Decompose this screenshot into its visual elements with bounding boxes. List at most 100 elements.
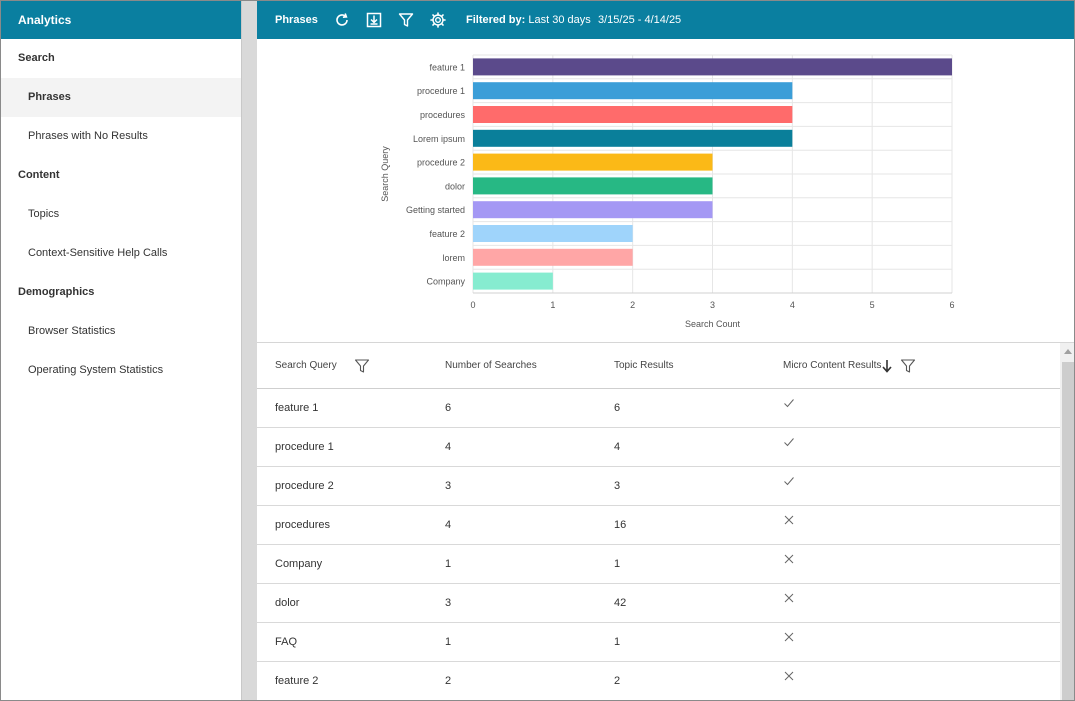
cell-topic-results: 6 <box>614 402 621 414</box>
refresh-icon[interactable] <box>333 11 351 29</box>
bar <box>473 82 793 100</box>
table-row[interactable]: feature 1 6 6 <box>257 389 1060 428</box>
y-tick-label: feature 2 <box>429 229 465 239</box>
cell-number-of-searches: 2 <box>445 675 452 687</box>
cell-topic-results: 1 <box>614 636 621 648</box>
sidebar-item-csh-calls[interactable]: Context-Sensitive Help Calls <box>28 247 168 259</box>
x-tick-label: 6 <box>949 300 954 310</box>
sidebar-item-topics[interactable]: Topics <box>28 208 60 220</box>
column-header-number-of-searches[interactable]: Number of Searches <box>445 360 537 371</box>
x-tick-label: 2 <box>630 300 635 310</box>
cell-number-of-searches: 4 <box>445 441 452 453</box>
filter-icon[interactable] <box>397 11 415 29</box>
y-axis-title: Search Query <box>380 146 390 202</box>
cell-topic-results: 2 <box>614 675 621 687</box>
cell-search-query: Company <box>275 558 323 570</box>
filter-summary: Filtered by: Last 30 days <box>466 1 591 39</box>
cell-number-of-searches: 1 <box>445 558 452 570</box>
cell-search-query: procedures <box>275 519 331 531</box>
cell-search-query: feature 2 <box>275 675 319 687</box>
table-row[interactable]: procedures 4 16 <box>257 506 1060 545</box>
x-axis-title: Search Count <box>685 319 741 329</box>
bar <box>473 201 713 219</box>
x-tick-label: 1 <box>550 300 555 310</box>
y-tick-label: procedures <box>420 110 466 120</box>
table-row[interactable]: dolor 3 42 <box>257 584 1060 623</box>
column-filter-icon[interactable] <box>354 358 370 374</box>
bar <box>473 225 633 242</box>
column-header-search-query[interactable]: Search Query <box>275 360 337 371</box>
x-tick-label: 0 <box>470 300 475 310</box>
bar <box>473 177 713 195</box>
page-title: Phrases <box>275 14 318 26</box>
cell-number-of-searches: 6 <box>445 402 452 414</box>
check-icon <box>784 399 794 408</box>
sidebar-section-content: Content <box>18 169 60 181</box>
bar <box>473 129 793 147</box>
cell-topic-results: 42 <box>614 597 627 609</box>
date-range: 3/15/25 - 4/14/25 <box>598 14 682 26</box>
sidebar-section-search: Search <box>18 52 55 64</box>
sidebar-item-browser-statistics[interactable]: Browser Statistics <box>28 325 116 337</box>
sidebar-resize-handle[interactable] <box>241 1 257 700</box>
y-tick-label: procedure 1 <box>417 86 465 96</box>
sort-descending-icon[interactable] <box>881 358 893 374</box>
table-row[interactable]: FAQ 1 1 <box>257 623 1060 662</box>
sidebar-item-phrases-no-results[interactable]: Phrases with No Results <box>28 130 148 142</box>
cell-search-query: dolor <box>275 597 300 609</box>
app-title: Analytics <box>1 1 241 39</box>
cell-search-query: feature 1 <box>275 402 319 414</box>
y-tick-label: Getting started <box>406 205 465 215</box>
cell-number-of-searches: 4 <box>445 519 452 531</box>
x-tick-label: 3 <box>710 300 715 310</box>
y-tick-label: Company <box>426 277 465 287</box>
cell-search-query: procedure 1 <box>275 441 334 453</box>
download-icon[interactable] <box>365 11 383 29</box>
bar <box>473 106 793 123</box>
x-tick-label: 5 <box>870 300 875 310</box>
y-tick-label: feature 1 <box>429 62 465 72</box>
cell-search-query: FAQ <box>275 636 298 648</box>
bar <box>473 248 633 266</box>
results-table: Search Query Number of Searches Topic Re… <box>257 343 1060 700</box>
table-row[interactable]: procedure 2 3 3 <box>257 467 1060 506</box>
y-tick-label: lorem <box>442 253 465 263</box>
check-icon <box>784 438 794 447</box>
table-row[interactable]: procedure 1 4 4 <box>257 428 1060 467</box>
table-row[interactable]: Company 1 1 <box>257 545 1060 584</box>
table-header: Search Query Number of Searches Topic Re… <box>257 343 1060 389</box>
cross-icon <box>784 554 794 564</box>
cross-icon <box>784 593 794 603</box>
cell-number-of-searches: 1 <box>445 636 452 648</box>
column-header-topic-results[interactable]: Topic Results <box>614 360 674 371</box>
cell-number-of-searches: 3 <box>445 480 452 492</box>
toolbar: Phrases Filtered by: Last 30 days 3/15/2… <box>257 1 1074 39</box>
table-row[interactable]: feature 2 2 2 <box>257 662 1060 700</box>
cell-number-of-searches: 3 <box>445 597 452 609</box>
filter-label: Filtered by: <box>466 14 526 26</box>
column-filter-icon[interactable] <box>900 358 916 374</box>
sidebar-item-phrases[interactable]: Phrases <box>1 78 241 117</box>
gear-icon[interactable] <box>429 11 447 29</box>
bar <box>473 58 952 76</box>
scroll-up-arrow-icon[interactable] <box>1060 343 1075 360</box>
check-icon <box>784 477 794 486</box>
cross-icon <box>784 515 794 525</box>
sidebar-item-os-statistics[interactable]: Operating System Statistics <box>28 364 164 376</box>
bar-chart: feature 1 procedure 1 procedures Lorem ipsu… <box>380 54 955 329</box>
table-scrollbar[interactable] <box>1060 343 1075 700</box>
x-tick-label: 4 <box>790 300 795 310</box>
bar <box>473 153 713 171</box>
cross-icon <box>784 671 794 681</box>
scrollbar-thumb[interactable] <box>1062 362 1074 700</box>
filter-value: Last 30 days <box>528 14 591 26</box>
bar <box>473 272 553 290</box>
y-tick-label: Lorem ipsum <box>413 134 465 144</box>
cell-search-query: procedure 2 <box>275 480 334 492</box>
cell-topic-results: 3 <box>614 480 621 492</box>
sidebar: Analytics Search Phrases Phrases with No… <box>1 1 241 700</box>
sidebar-section-demographics: Demographics <box>18 286 95 298</box>
cross-icon <box>784 632 794 642</box>
column-header-micro-content-results[interactable]: Micro Content Results <box>783 360 882 371</box>
